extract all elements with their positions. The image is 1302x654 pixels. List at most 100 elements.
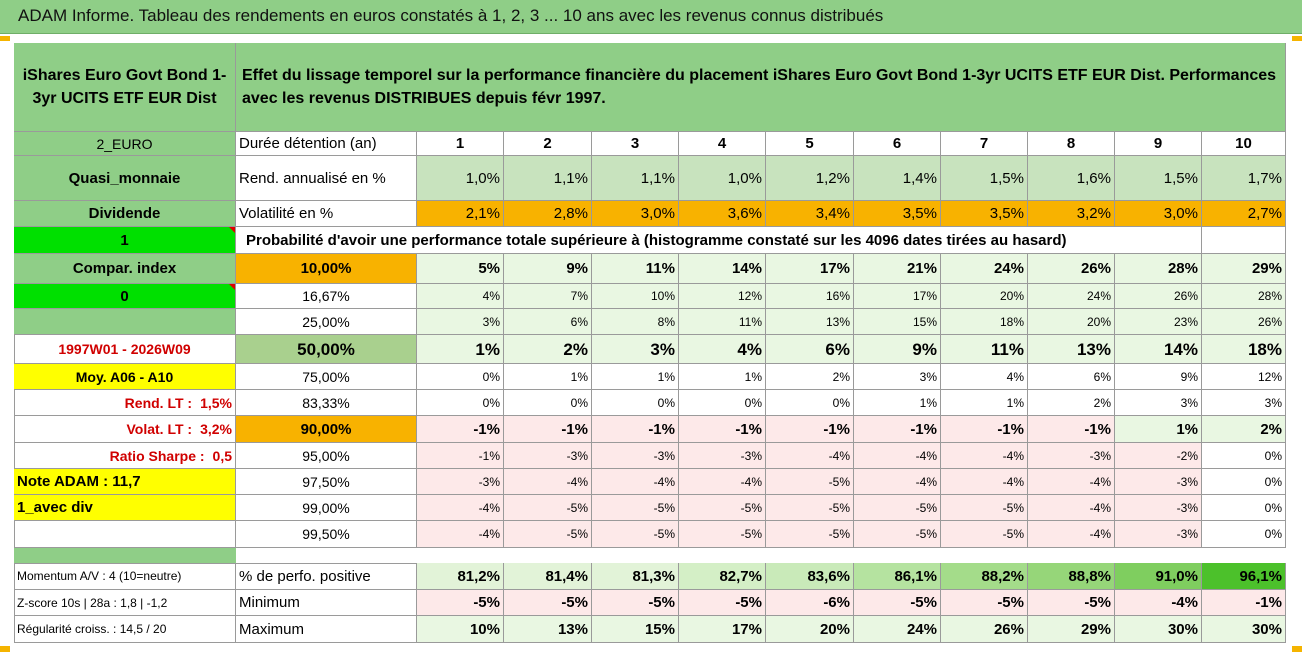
prob-value-text: 2% — [832, 369, 850, 384]
min-value-text: -1% — [1255, 594, 1282, 611]
prob-value: 6% — [1028, 364, 1115, 390]
prob-value: 26% — [1115, 284, 1202, 309]
prob-value-text: 3% — [919, 369, 937, 384]
prob-value: -4% — [766, 443, 854, 469]
prob-value-text: -5% — [653, 500, 675, 515]
rend-value: 1,0% — [417, 156, 504, 201]
prob-value: -4% — [1028, 469, 1115, 495]
prob-value: 11% — [941, 335, 1028, 364]
vol-value-text: 3,5% — [989, 205, 1024, 222]
max-value: 13% — [504, 616, 592, 643]
prob-level-text: 90,00% — [300, 420, 352, 438]
max-value-text: 29% — [1080, 620, 1111, 638]
left-edge-marker — [0, 36, 10, 41]
prob-value-text: 2% — [1093, 395, 1111, 410]
prob-value-text: -5% — [566, 527, 588, 541]
min-value: -5% — [504, 590, 592, 616]
prob-value-text: 28% — [1257, 289, 1282, 303]
prob-value-text: -3% — [740, 448, 762, 463]
prob-value-text: 12% — [1257, 369, 1282, 384]
min-label: Minimum — [236, 590, 417, 616]
prob-value: 11% — [679, 309, 766, 335]
prob-value: -5% — [504, 495, 592, 521]
prob-value-text: 7% — [570, 289, 588, 303]
year-header: 2 — [504, 132, 592, 156]
prob-value: -1% — [766, 416, 854, 443]
prob-value-text: -4% — [740, 474, 762, 489]
min-value-text: -5% — [997, 594, 1024, 611]
max-value: 29% — [1028, 616, 1115, 643]
prob-value-text: 0% — [744, 395, 762, 410]
prob-value: 4% — [941, 364, 1028, 390]
momentum-cell-text: Momentum A/V : 4 (10=neutre) — [17, 569, 182, 583]
prob-value-text: 14% — [1163, 339, 1198, 359]
prob-value-text: 9% — [1180, 369, 1198, 384]
prob-value-text: 23% — [1173, 314, 1198, 329]
prob-value-text: -4% — [828, 448, 850, 463]
prob-value: -4% — [1028, 495, 1115, 521]
prob-value-text: 4% — [482, 289, 500, 303]
prob-value-text: -5% — [828, 500, 850, 515]
year-header: 6 — [854, 132, 941, 156]
min-value-text: -4% — [1171, 594, 1198, 611]
min-value-text: -5% — [735, 594, 762, 611]
prob-value: -3% — [1115, 521, 1202, 548]
prob-value: -1% — [1028, 416, 1115, 443]
duration-label-text: Durée détention (an) — [239, 135, 377, 152]
prob-value-text: 11% — [645, 260, 675, 277]
prob-value: 13% — [766, 309, 854, 335]
min-value-text: -5% — [648, 594, 675, 611]
prob-value: -5% — [766, 495, 854, 521]
prob-value: 2% — [1028, 390, 1115, 416]
prob-value-text: 9% — [912, 339, 937, 359]
prob-level: 75,00% — [236, 364, 417, 390]
pos-value-text: 86,1% — [894, 567, 937, 585]
pos-value-text: 81,3% — [632, 567, 675, 585]
rend-value: 1,5% — [941, 156, 1028, 201]
year-header: 10 — [1202, 132, 1286, 156]
pos-label: % de perfo. positive — [236, 563, 417, 590]
prob-value: 0% — [417, 390, 504, 416]
max-value-text: 24% — [906, 620, 937, 638]
prob-value-text: 3% — [650, 339, 675, 359]
flag-zero-cell[interactable]: 0 — [14, 284, 236, 309]
category-cell: Quasi_monnaie — [14, 156, 236, 201]
currency-cell: 2_EURO — [14, 132, 236, 156]
max-value-text: 13% — [557, 620, 588, 638]
title-bar: ADAM Informe. Tableau des rendements en … — [0, 0, 1302, 34]
prob-value-text: -1% — [997, 420, 1024, 438]
prob-value: -4% — [592, 469, 679, 495]
prob-value-text: -5% — [740, 500, 762, 515]
vol-value-text: 2,1% — [465, 205, 500, 222]
prob-value-text: 3% — [1180, 395, 1198, 410]
prob-value: -5% — [766, 469, 854, 495]
prob-value-text: -4% — [653, 474, 675, 489]
prob-level: 16,67% — [236, 284, 417, 309]
rend-value-text: 1,4% — [902, 169, 937, 187]
prob-value: -5% — [592, 521, 679, 548]
prob-value: 13% — [1028, 335, 1115, 364]
flag-one-cell[interactable]: 1 — [14, 227, 236, 254]
prob-value-text: -5% — [566, 500, 588, 515]
prob-value-text: 29% — [1251, 260, 1282, 277]
year-header: 7 — [941, 132, 1028, 156]
max-label-text: Maximum — [239, 620, 305, 638]
prob-value: 16% — [766, 284, 854, 309]
prob-value-text: -4% — [1089, 500, 1111, 515]
vol-value-text: 2,8% — [553, 205, 588, 222]
pos-value-text: 82,7% — [719, 567, 762, 585]
prob-value: 28% — [1115, 254, 1202, 284]
regularite-cell-text: Régularité croiss. : 14,5 / 20 — [17, 622, 167, 636]
prob-value: 17% — [854, 284, 941, 309]
prob-level: 90,00% — [236, 416, 417, 443]
rend-value-text: 1,1% — [553, 169, 588, 187]
prob-value-text: -5% — [915, 500, 937, 515]
max-value-text: 26% — [993, 620, 1024, 638]
prob-value-text: 20% — [999, 289, 1024, 303]
rend-lt-cell-label: Rend. LT : — [124, 394, 193, 411]
prob-value: 0% — [1202, 495, 1286, 521]
prob-value-text: 6% — [570, 314, 588, 329]
prob-value: -5% — [504, 521, 592, 548]
vol-label: Volatilité en % — [236, 201, 417, 227]
prob-value-text: 12% — [737, 289, 762, 303]
